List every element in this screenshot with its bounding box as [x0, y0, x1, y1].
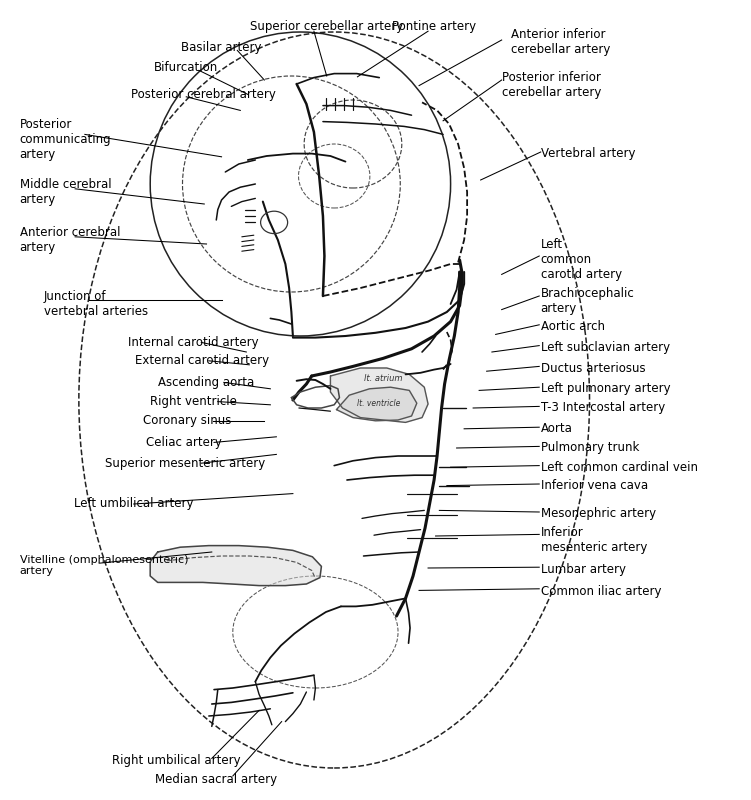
- Text: Right umbilical artery: Right umbilical artery: [112, 754, 241, 767]
- Text: Aorta: Aorta: [541, 422, 572, 435]
- Text: Posterior inferior
cerebellar artery: Posterior inferior cerebellar artery: [502, 70, 601, 98]
- Text: Mesonephric artery: Mesonephric artery: [541, 507, 656, 520]
- Text: lt. ventricle: lt. ventricle: [357, 399, 400, 409]
- Text: Brachiocephalic
artery: Brachiocephalic artery: [541, 286, 635, 314]
- Text: Left
common
carotid artery: Left common carotid artery: [541, 238, 622, 281]
- Text: Lumbar artery: Lumbar artery: [541, 563, 626, 576]
- Text: Posterior cerebral artery: Posterior cerebral artery: [131, 88, 276, 101]
- Text: Ductus arteriosus: Ductus arteriosus: [541, 362, 645, 374]
- Text: Junction of
vertebral arteries: Junction of vertebral arteries: [44, 290, 148, 318]
- Text: Vitelline (omphalomesenteric)
artery: Vitelline (omphalomesenteric) artery: [20, 555, 188, 576]
- Text: Basilar artery: Basilar artery: [181, 41, 262, 54]
- Text: Internal carotid artery: Internal carotid artery: [128, 336, 258, 349]
- Text: Coronary sinus: Coronary sinus: [143, 414, 231, 427]
- Text: Vertebral artery: Vertebral artery: [541, 147, 635, 160]
- Text: Common iliac artery: Common iliac artery: [541, 585, 661, 598]
- Text: lt. atrium: lt. atrium: [363, 374, 403, 383]
- Text: Aortic arch: Aortic arch: [541, 320, 605, 333]
- Text: Left common cardinal vein: Left common cardinal vein: [541, 461, 698, 474]
- Text: T-3 Intercostal artery: T-3 Intercostal artery: [541, 402, 665, 414]
- Text: Pontine artery: Pontine artery: [392, 20, 476, 33]
- Polygon shape: [330, 368, 428, 422]
- Text: Bifurcation: Bifurcation: [154, 61, 219, 74]
- Text: Anterior cerebral
artery: Anterior cerebral artery: [20, 226, 120, 254]
- Text: Pulmonary trunk: Pulmonary trunk: [541, 442, 639, 454]
- Text: Inferior vena cava: Inferior vena cava: [541, 479, 648, 492]
- Text: Middle cerebral
artery: Middle cerebral artery: [20, 178, 111, 206]
- Text: Left umbilical artery: Left umbilical artery: [74, 498, 193, 510]
- Text: Superior mesenteric artery: Superior mesenteric artery: [105, 457, 265, 470]
- Polygon shape: [336, 387, 417, 421]
- Text: Ascending aorta: Ascending aorta: [158, 376, 254, 389]
- Text: Inferior
mesenteric artery: Inferior mesenteric artery: [541, 526, 647, 554]
- Text: Anterior inferior
cerebellar artery: Anterior inferior cerebellar artery: [511, 27, 610, 56]
- Text: Right ventricle: Right ventricle: [150, 395, 237, 408]
- Text: Left pulmonary artery: Left pulmonary artery: [541, 382, 671, 395]
- Text: Posterior
communicating
artery: Posterior communicating artery: [20, 118, 111, 161]
- Text: Celiac artery: Celiac artery: [146, 436, 222, 449]
- Polygon shape: [150, 546, 321, 586]
- Text: Superior cerebellar artery: Superior cerebellar artery: [250, 20, 403, 33]
- Text: Left subclavian artery: Left subclavian artery: [541, 341, 670, 354]
- Text: Median sacral artery: Median sacral artery: [155, 773, 277, 786]
- Text: External carotid artery: External carotid artery: [135, 354, 270, 367]
